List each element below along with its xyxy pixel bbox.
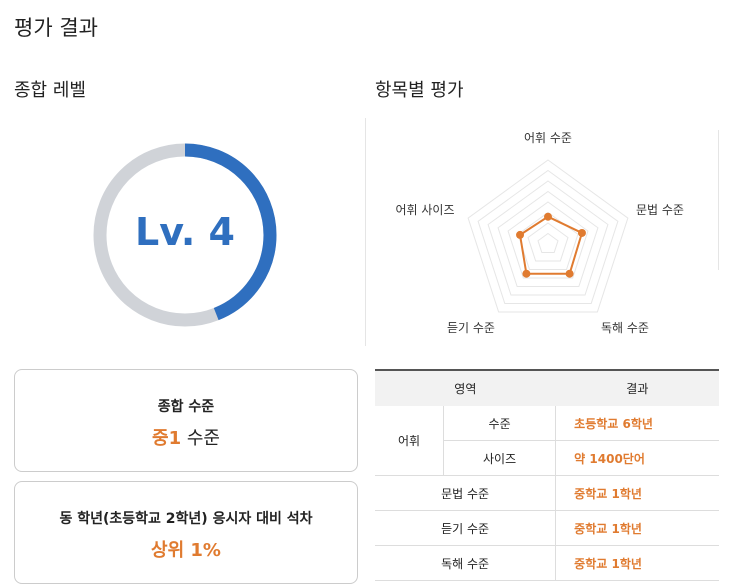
summary-title: 종합 수준: [157, 399, 215, 415]
table-row: 독해 수준 중학교 1학년: [375, 545, 719, 581]
header-area: 영역: [375, 369, 556, 406]
radar-series: [518, 215, 584, 275]
radar-grid-ring: [527, 222, 569, 262]
summary-unit: 수준: [181, 428, 220, 449]
radar-point: [544, 212, 552, 221]
radar-grid-ring: [507, 201, 589, 279]
radar-grid-ring: [467, 159, 629, 313]
radar-axis-label: 어휘 사이즈: [395, 203, 454, 217]
radar-point: [577, 228, 586, 237]
radar-grid-ring: [517, 211, 579, 270]
radar-grid-ring: [537, 232, 559, 253]
radar-point: [516, 230, 525, 239]
table-row: 어휘 수준 초등학교 6학년: [375, 406, 719, 476]
radar-axis-label: 듣기 수준: [447, 321, 495, 335]
vocab-cell: 어휘: [375, 406, 444, 476]
radar-heading: 항목별 평가: [375, 80, 464, 101]
radar-point: [565, 269, 574, 278]
rank-value: 상위 1%: [151, 540, 221, 561]
radar-axis-label: 독해 수준: [601, 321, 649, 335]
results-table: 영역 결과 어휘 수준 초등학교 6학년 사이즈 약 1400단어 문법 수준 중학교 1…: [375, 369, 719, 581]
radar-point: [522, 269, 531, 278]
table-row: 사이즈 약 1400단어: [375, 440, 719, 476]
divider: [718, 130, 719, 270]
table-row: 문법 수준 중학교 1학년: [375, 475, 719, 511]
overall-heading: 종합 레벨: [14, 80, 86, 101]
radar-grid-ring: [497, 190, 599, 287]
divider: [365, 118, 366, 346]
radar-grid-ring: [487, 180, 609, 296]
summary-card: 종합 수준 중1 수준: [14, 369, 358, 472]
radar-axis-label: 문법 수준: [636, 203, 684, 217]
radar-axis-label: 어휘 수준: [524, 131, 572, 145]
rank-card: 동 학년(초등학교 2학년) 응시자 대비 석차 상위 1%: [14, 481, 358, 584]
radar-grid-ring: [477, 169, 619, 304]
level-donut: [93, 143, 277, 327]
table-row: 듣기 수준 중학교 1학년: [375, 510, 719, 546]
page-title: 평가 결과: [14, 16, 98, 40]
level-label: Lv. 4: [135, 210, 235, 254]
donut-progress: [93, 143, 277, 327]
header-result: 결과: [555, 369, 719, 406]
rank-title: 동 학년(초등학교 2학년) 응시자 대비 석차: [59, 511, 313, 527]
summary-value: 중1: [152, 428, 182, 449]
